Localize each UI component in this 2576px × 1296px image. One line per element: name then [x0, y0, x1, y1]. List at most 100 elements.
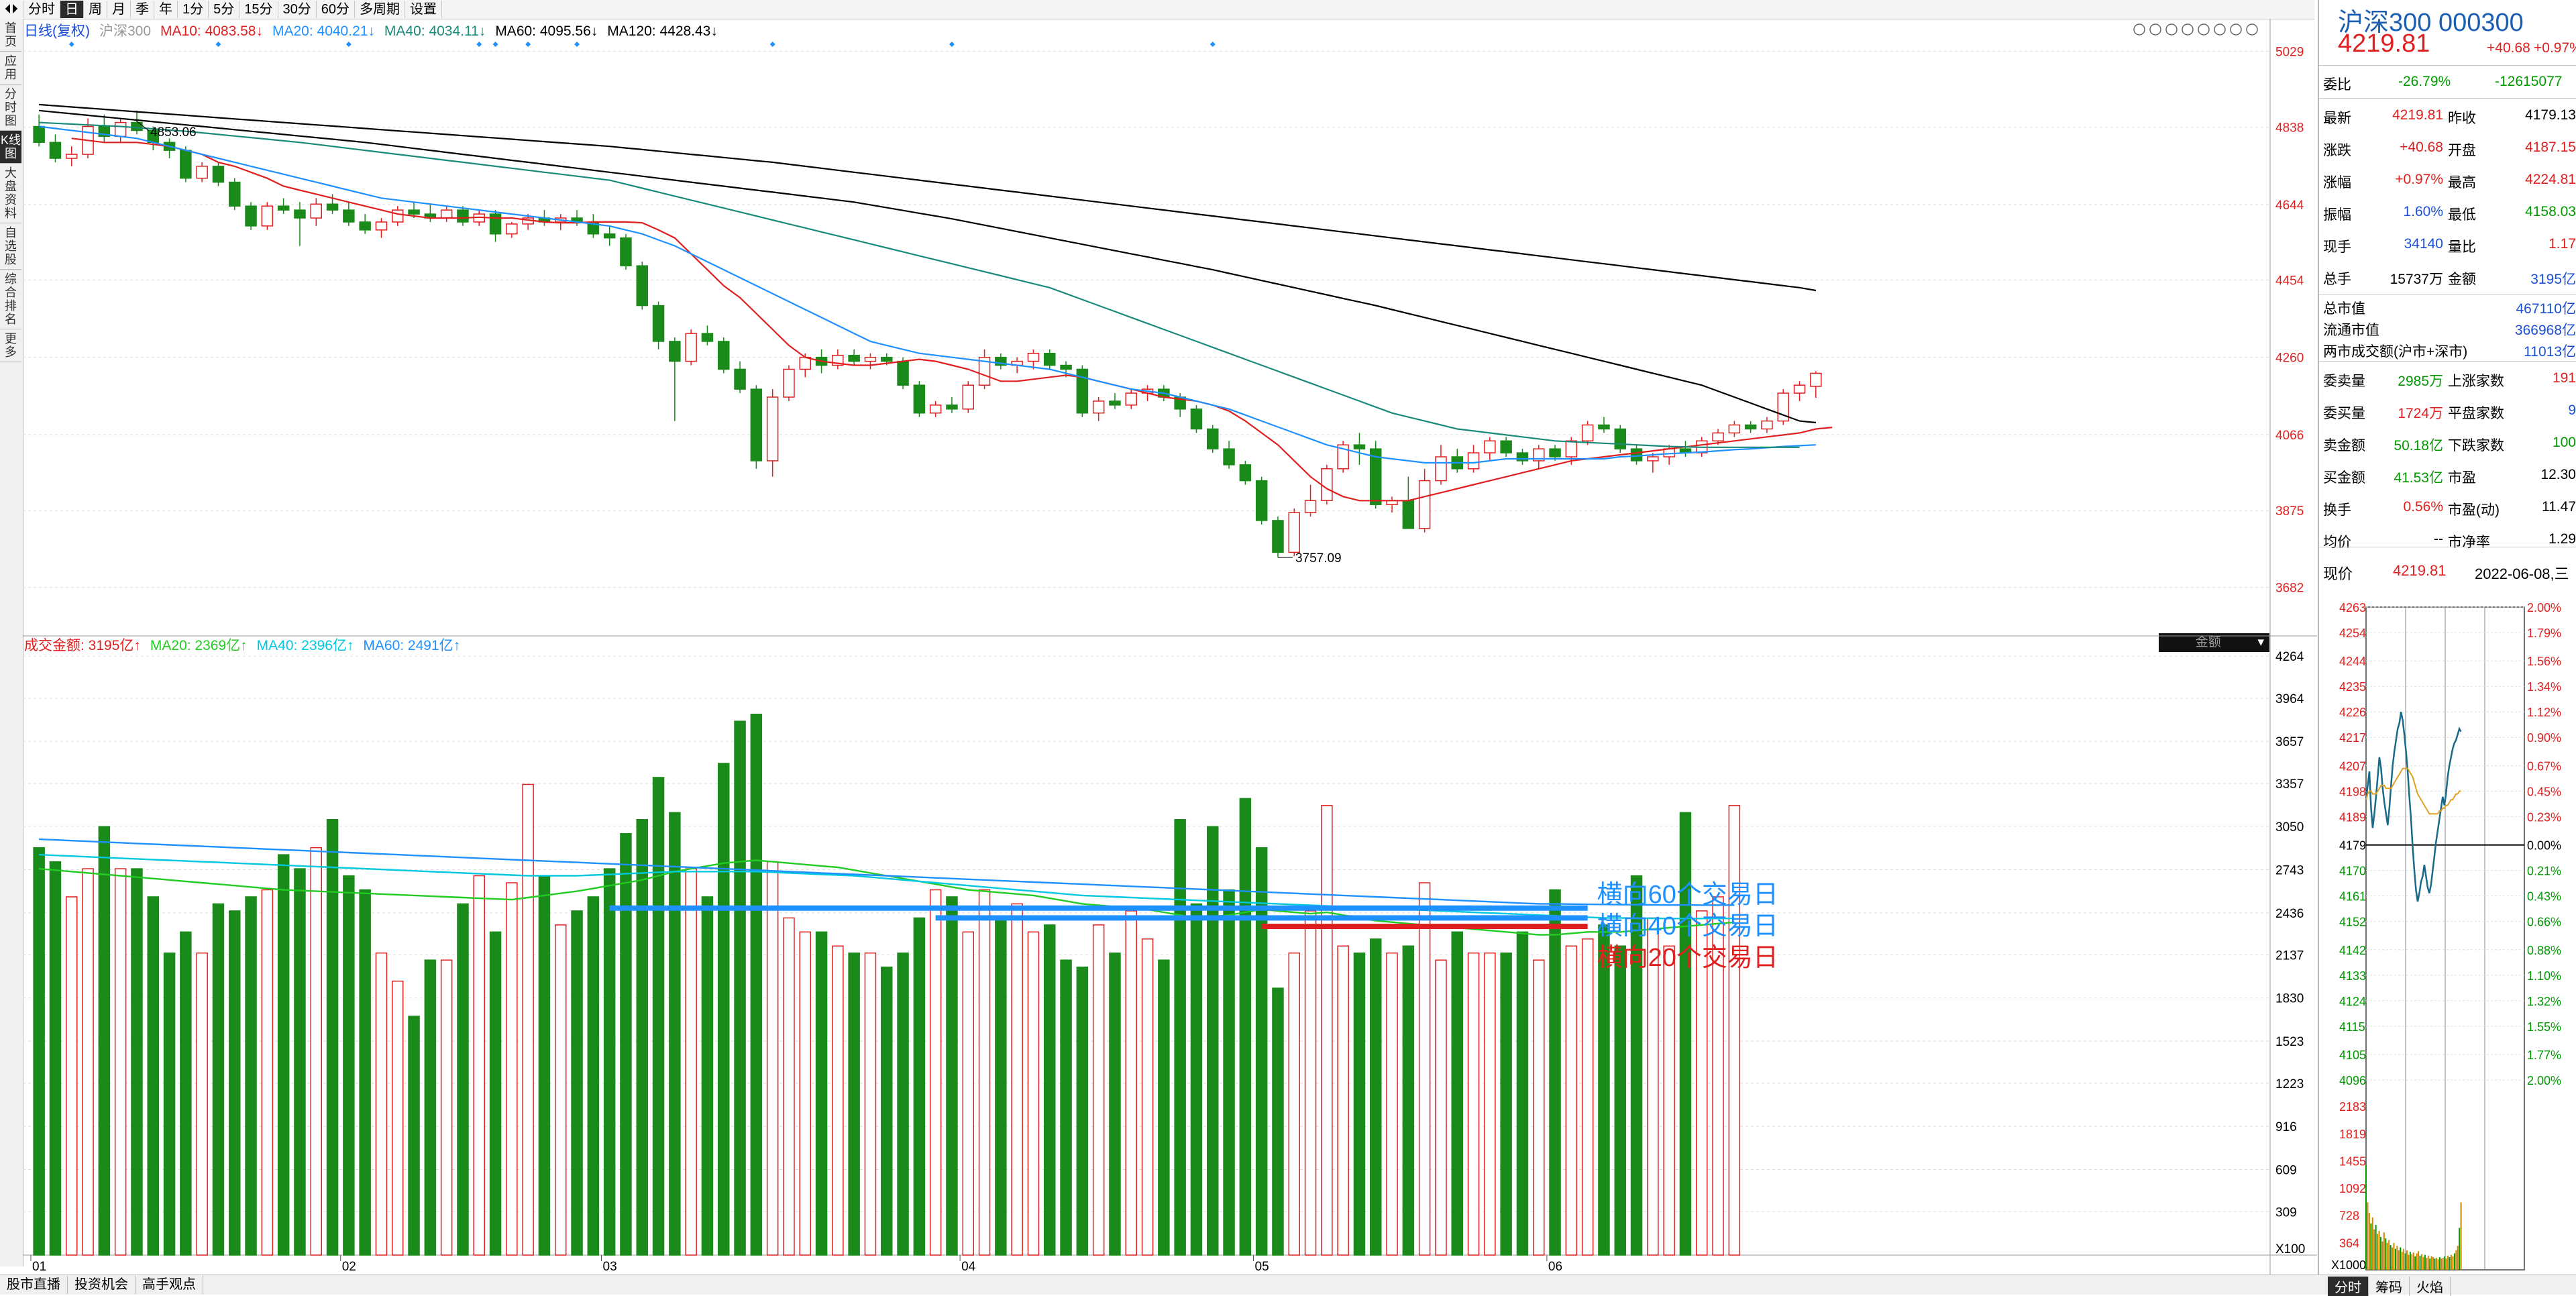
volume-bar[interactable]: [147, 896, 159, 1256]
volume-bar[interactable]: [489, 931, 502, 1256]
volume-bar[interactable]: [1092, 924, 1105, 1256]
candle[interactable]: [718, 337, 730, 374]
volume-bar[interactable]: [1044, 924, 1056, 1256]
candle[interactable]: [669, 337, 681, 421]
volume-bar[interactable]: [832, 945, 844, 1256]
volume-bar[interactable]: [506, 882, 518, 1256]
volume-bar[interactable]: [163, 952, 176, 1256]
candle[interactable]: [946, 397, 958, 413]
volume-bar[interactable]: [343, 875, 355, 1256]
volume-bar[interactable]: [131, 868, 143, 1256]
volume-bar[interactable]: [522, 784, 534, 1256]
candle[interactable]: [229, 178, 241, 211]
candle[interactable]: [864, 353, 877, 370]
volume-bar[interactable]: [864, 952, 877, 1256]
candle[interactable]: [1304, 484, 1317, 517]
candle[interactable]: [652, 301, 665, 349]
volume-bar[interactable]: [1598, 924, 1610, 1256]
candle[interactable]: [962, 381, 974, 413]
toolbar-item[interactable]: 30分: [278, 1, 317, 18]
volume-bar[interactable]: [229, 910, 241, 1256]
volume-bar[interactable]: [1060, 959, 1072, 1256]
volume-bar[interactable]: [1630, 875, 1643, 1256]
candle[interactable]: [929, 400, 942, 417]
volume-bar[interactable]: [473, 875, 485, 1256]
volume-bar[interactable]: [1207, 826, 1219, 1256]
candle[interactable]: [1386, 496, 1398, 513]
candle[interactable]: [1255, 476, 1268, 525]
right-bottom-tab[interactable]: 筹码: [2369, 1277, 2410, 1296]
volume-bar[interactable]: [1304, 910, 1317, 1256]
candle[interactable]: [1027, 349, 1040, 370]
volume-bar[interactable]: [1141, 938, 1154, 1256]
toolbar-item[interactable]: 分时: [23, 1, 60, 18]
volume-bar[interactable]: [1581, 938, 1594, 1256]
volume-bar[interactable]: [1076, 966, 1089, 1256]
zoom-in-icon[interactable]: [2230, 23, 2242, 36]
undo-icon[interactable]: [2165, 23, 2178, 36]
volume-bar[interactable]: [1370, 938, 1382, 1256]
event-marker-icon[interactable]: [1210, 42, 1216, 47]
volume-bar[interactable]: [555, 924, 567, 1256]
eye-icon[interactable]: [2133, 23, 2145, 36]
candle[interactable]: [1744, 421, 1757, 433]
volume-bar[interactable]: [1467, 952, 1480, 1256]
candle[interactable]: [1418, 468, 1431, 533]
settings-icon[interactable]: [2149, 23, 2161, 36]
toolbar-item[interactable]: 15分: [239, 1, 278, 18]
volume-bar[interactable]: [277, 854, 290, 1256]
candle[interactable]: [163, 138, 176, 158]
candle[interactable]: [1761, 417, 1773, 433]
bottom-tab[interactable]: 投资机会: [68, 1276, 136, 1294]
candle[interactable]: [147, 126, 159, 151]
candle[interactable]: [636, 262, 648, 310]
candle[interactable]: [277, 198, 290, 215]
volume-bar[interactable]: [978, 889, 991, 1256]
candle[interactable]: [832, 349, 844, 370]
candle[interactable]: [1614, 425, 1626, 453]
candle[interactable]: [1402, 476, 1415, 529]
right-bottom-tab[interactable]: 分时: [2328, 1277, 2369, 1296]
volume-bar[interactable]: [587, 896, 600, 1256]
candle[interactable]: [1533, 445, 1545, 469]
candle[interactable]: [1272, 517, 1284, 558]
volume-bar[interactable]: [392, 980, 404, 1256]
volume-bar[interactable]: [245, 896, 257, 1256]
candle[interactable]: [506, 221, 518, 238]
volume-bar[interactable]: [734, 720, 746, 1256]
volume-bar[interactable]: [1109, 952, 1121, 1256]
volume-bar[interactable]: [1451, 931, 1463, 1256]
candle[interactable]: [1679, 441, 1692, 457]
volume-bar[interactable]: [440, 959, 453, 1256]
candle[interactable]: [1728, 421, 1741, 437]
candle[interactable]: [392, 206, 404, 226]
lock-icon[interactable]: [2198, 23, 2210, 36]
event-marker-icon[interactable]: [949, 42, 955, 47]
candle[interactable]: [1092, 397, 1105, 421]
candle[interactable]: [310, 198, 322, 226]
candle[interactable]: [734, 361, 746, 394]
candle[interactable]: [620, 233, 632, 270]
candle[interactable]: [995, 353, 1007, 370]
candle[interactable]: [212, 162, 225, 186]
left-nav-item[interactable]: 应用: [0, 52, 21, 85]
volume-bar[interactable]: [603, 868, 616, 1256]
candle[interactable]: [1321, 464, 1333, 505]
volume-bar[interactable]: [310, 847, 322, 1256]
candle[interactable]: [66, 146, 78, 166]
volume-bar[interactable]: [1418, 882, 1431, 1256]
volume-bar[interactable]: [49, 861, 62, 1256]
volume-bar[interactable]: [1565, 945, 1578, 1256]
candle[interactable]: [848, 349, 860, 366]
toolbar-item[interactable]: 周: [84, 1, 107, 18]
candle[interactable]: [897, 357, 909, 390]
candle[interactable]: [1109, 393, 1121, 409]
volume-bar[interactable]: [1728, 805, 1741, 1256]
candle[interactable]: [1777, 389, 1789, 425]
volume-bar[interactable]: [962, 931, 974, 1256]
volume-bar[interactable]: [1614, 945, 1626, 1256]
volume-bar[interactable]: [652, 777, 665, 1256]
candle[interactable]: [1630, 445, 1643, 465]
left-nav-item[interactable]: 大盘资料: [0, 164, 21, 223]
volume-bar[interactable]: [766, 861, 779, 1256]
